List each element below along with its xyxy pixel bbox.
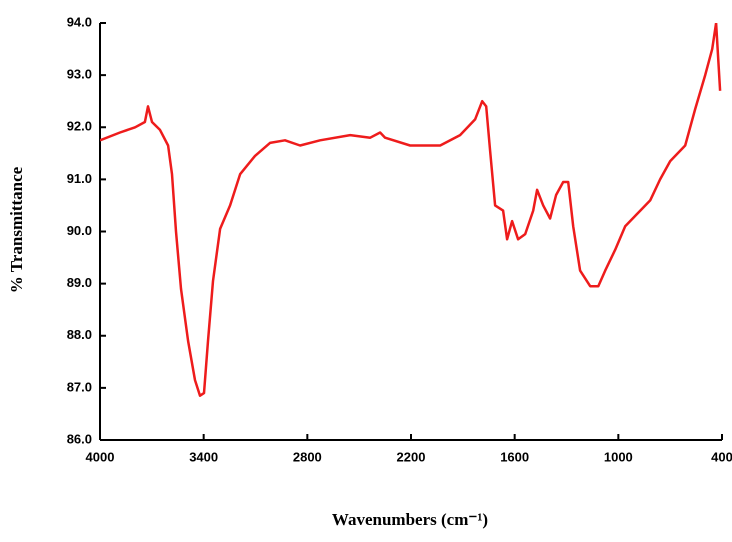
- y-axis-title: % Transmittance: [7, 166, 26, 293]
- spectrum-line: [100, 23, 722, 397]
- y-tick-label: 92.0: [67, 119, 92, 134]
- x-axis-title: Wavenumbers (cm⁻¹): [332, 510, 488, 529]
- x-tick-label: 1000: [604, 449, 633, 464]
- y-tick-label: 86.0: [67, 431, 92, 446]
- y-tick-label: 90.0: [67, 223, 92, 238]
- x-tick-label: 4000: [86, 449, 115, 464]
- y-tick-label: 91.0: [67, 171, 92, 186]
- x-tick-label: 400: [711, 449, 732, 464]
- y-tick-label: 87.0: [67, 379, 92, 394]
- x-tick-label: 3400: [189, 449, 218, 464]
- x-tick-label: 2200: [397, 449, 426, 464]
- y-tick-label: 93.0: [67, 67, 92, 82]
- x-tick-label: 1600: [500, 449, 529, 464]
- x-tick-label: 2800: [293, 449, 322, 464]
- y-tick-label: 94.0: [67, 14, 92, 29]
- y-tick-label: 88.0: [67, 327, 92, 342]
- y-tick-label: 89.0: [67, 275, 92, 290]
